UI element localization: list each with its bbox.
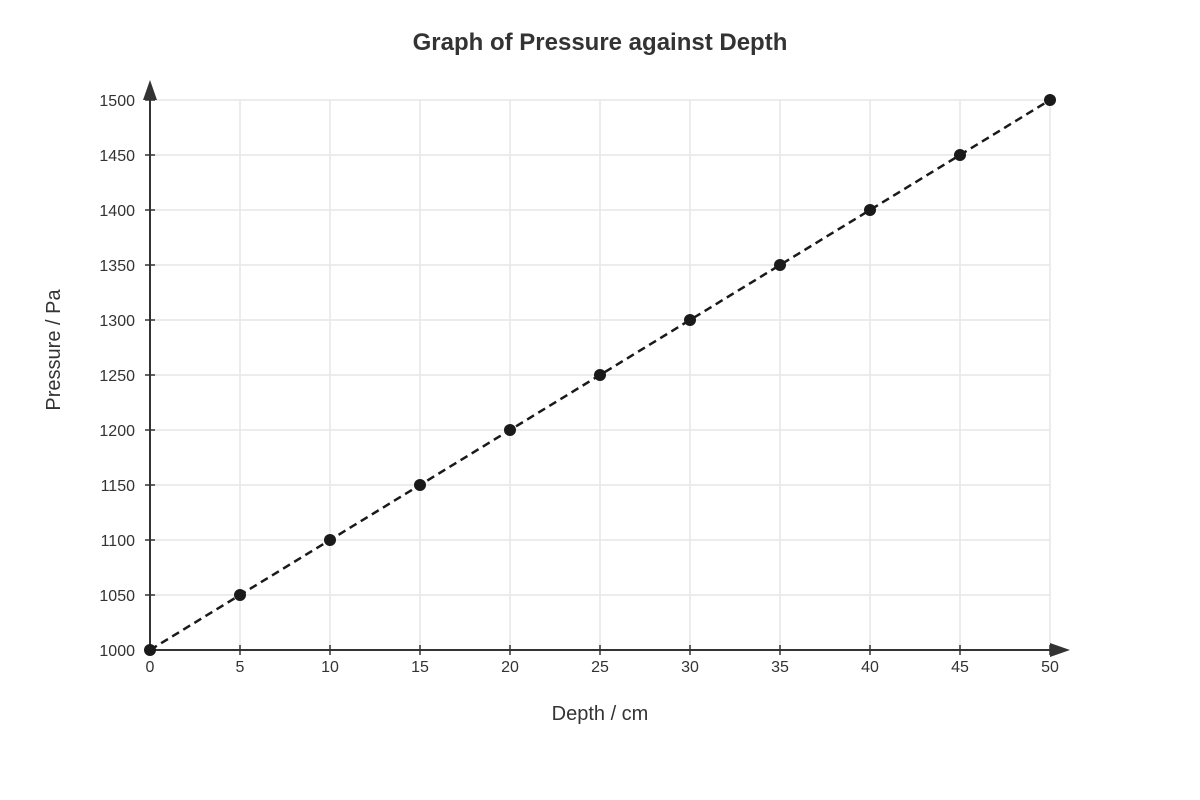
- y-axis-arrowhead: [143, 80, 157, 100]
- x-tick-label-8: 40: [861, 659, 879, 676]
- data-point-0-2: [324, 534, 336, 546]
- y-tick-label-6: 1300: [99, 313, 135, 330]
- x-tick-label-0: 0: [146, 659, 155, 676]
- y-tick-label-1: 1050: [99, 588, 135, 605]
- x-tick-label-7: 35: [771, 659, 789, 676]
- y-tick-label-4: 1200: [99, 423, 135, 440]
- y-axis-label: Pressure / Pa: [43, 289, 65, 411]
- x-tick-label-9: 45: [951, 659, 969, 676]
- data-point-0-10: [1044, 94, 1056, 106]
- x-tick-label-4: 20: [501, 659, 519, 676]
- y-tick-label-3: 1150: [101, 478, 136, 495]
- data-point-0-5: [594, 369, 606, 381]
- ticks-layer: 0 5 10 15 20 25 30 35 40 45 50 1000 1050 1100 1150 1200…: [99, 93, 1059, 676]
- x-tick-label-1: 5: [236, 659, 245, 676]
- data-point-0-7: [774, 259, 786, 271]
- axes-layer: [143, 80, 1070, 657]
- y-tick-label-9: 1450: [99, 148, 135, 165]
- data-point-0-1: [234, 589, 246, 601]
- y-tick-label-5: 1250: [99, 368, 135, 385]
- data-point-0-6: [684, 314, 696, 326]
- x-tick-label-6: 30: [681, 659, 699, 676]
- y-tick-label-8: 1400: [99, 203, 135, 220]
- y-tick-label-10: 1500: [99, 93, 135, 110]
- y-tick-label-0: 1000: [99, 643, 135, 660]
- data-point-0-4: [504, 424, 516, 436]
- series-layer: [144, 94, 1056, 656]
- data-point-0-3: [414, 479, 426, 491]
- x-tick-label-5: 25: [591, 659, 609, 676]
- x-tick-label-10: 50: [1041, 659, 1059, 676]
- x-axis-arrowhead: [1050, 643, 1070, 657]
- grid-layer: [150, 99, 1051, 650]
- x-tick-label-2: 10: [321, 659, 339, 676]
- data-point-0-0: [144, 644, 156, 656]
- y-tick-label-7: 1350: [99, 258, 135, 275]
- data-point-0-8: [864, 204, 876, 216]
- x-tick-label-3: 15: [411, 659, 429, 676]
- x-axis-label: Depth / cm: [552, 703, 649, 725]
- data-point-0-9: [954, 149, 966, 161]
- y-tick-label-2: 1100: [101, 533, 136, 550]
- chart-title: Graph of Pressure against Depth: [413, 29, 788, 56]
